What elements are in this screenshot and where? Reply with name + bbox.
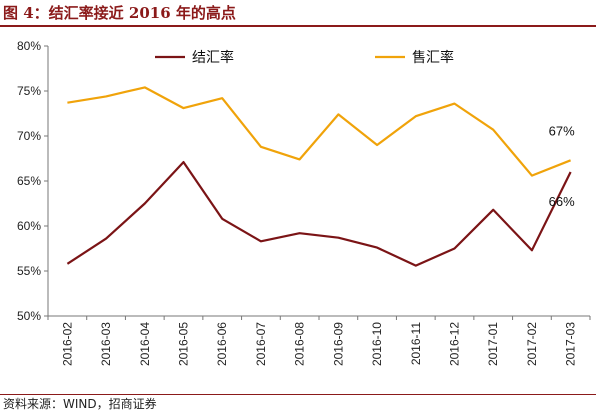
y-tick-label: 70% [17,129,41,143]
chart-legend: 结汇率 售汇率 [155,49,454,66]
series-lines [66,86,572,267]
x-tick-label: 2017-03 [564,322,578,366]
page-title: 图 4：结汇率接近 2016 年的高点 [3,4,236,22]
x-tick-label: 2016-08 [293,322,307,366]
footer-divider [0,394,596,395]
x-tick-label: 2016-11 [409,322,423,365]
y-tick-label: 80% [17,39,41,53]
x-tick-label: 2016-03 [99,322,113,366]
source-note: 资料来源：WIND，招商证券 [3,397,157,411]
title-divider [0,25,596,27]
legend-label-2: 售汇率 [412,49,454,66]
x-axis-ticks: 2016-02 2016-03 2016-04 2016-05 2016-06 2016-… [47,316,591,366]
x-tick-label: 2016-12 [448,322,462,366]
series-line-2 [67,86,572,177]
series-line-1 [66,161,572,267]
x-tick-label: 2016-09 [331,322,345,366]
x-tick-label: 2016-05 [177,322,191,366]
y-tick-label: 75% [17,84,41,98]
x-tick-label: 2016-10 [370,322,384,366]
x-tick-label: 2017-02 [525,322,539,366]
legend-label-1: 结汇率 [192,49,234,66]
y-tick-label: 55% [17,264,41,278]
y-tick-label: 50% [17,309,41,323]
x-tick-label: 2016-07 [254,322,268,366]
x-tick-label: 2016-06 [215,322,229,366]
x-tick-label: 2016-04 [138,322,152,366]
chart-axes [47,46,590,317]
y-tick-label: 65% [17,174,41,188]
data-labels: 66% 67% [549,123,575,209]
line-chart: 50%55%60%65%70%75%80% 2016-02 2016-03 2016… [17,39,591,366]
x-tick-label: 2016-02 [60,322,74,366]
data-label: 67% [549,123,575,138]
y-axis-ticks: 50% 55% 60% 65% 70% 75% 80% [17,39,48,323]
y-tick-label: 60% [17,219,41,233]
data-label: 66% [549,194,575,209]
x-tick-label: 2017-01 [486,322,500,366]
